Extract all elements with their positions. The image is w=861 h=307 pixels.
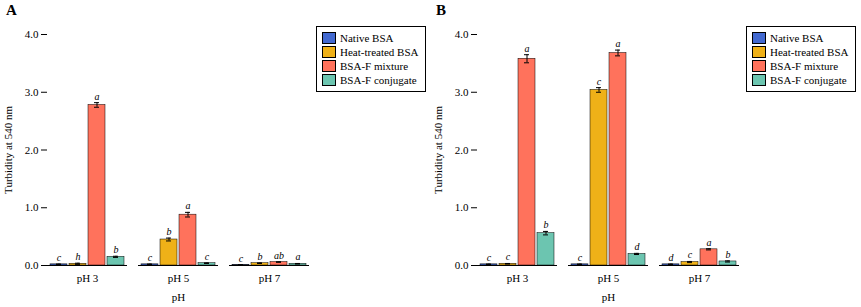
svg-text:d: d (669, 252, 675, 263)
svg-text:1.0: 1.0 (25, 201, 39, 213)
svg-text:2.0: 2.0 (25, 144, 39, 156)
svg-text:a: a (616, 38, 621, 49)
svg-text:ab: ab (274, 250, 284, 261)
html-text:Heat-treated BSA: Heat-treated BSA (770, 46, 849, 58)
svg-text:c: c (506, 251, 511, 262)
svg-text:3.0: 3.0 (455, 86, 469, 98)
html-text:B: B (436, 2, 446, 18)
html-text:BSA-F mixture: BSA-F mixture (340, 60, 409, 72)
svg-text:pH 7: pH 7 (689, 272, 711, 284)
svg-text:pH 3: pH 3 (507, 272, 529, 284)
svg-text:4.0: 4.0 (455, 28, 469, 40)
svg-text:Turbidity at 540 nm: Turbidity at 540 nm (2, 106, 14, 194)
svg-text:h: h (76, 251, 81, 262)
svg-text:pH 3: pH 3 (77, 272, 99, 284)
svg-text:b: b (544, 219, 549, 230)
html-text:Native BSA: Native BSA (770, 32, 824, 44)
svg-text:0.0: 0.0 (455, 259, 469, 271)
svg-text:pH 7: pH 7 (259, 272, 281, 284)
svg-text:c: c (578, 252, 583, 263)
svg-text:c: c (688, 249, 693, 260)
html-text:Native BSA: Native BSA (340, 32, 394, 44)
svg-text:1.0: 1.0 (455, 201, 469, 213)
svg-text:b: b (258, 251, 263, 262)
svg-text:pH 5: pH 5 (168, 272, 190, 284)
svg-text:pH: pH (602, 291, 616, 303)
html-text:BSA-F conjugate: BSA-F conjugate (340, 74, 417, 86)
svg-text:c: c (57, 252, 62, 263)
svg-text:a: a (707, 237, 712, 248)
html-text:Heat-treated BSA: Heat-treated BSA (340, 46, 419, 58)
svg-text:pH 5: pH 5 (598, 272, 620, 284)
svg-text:b: b (726, 249, 731, 260)
svg-text:2.0: 2.0 (455, 144, 469, 156)
svg-text:d: d (635, 241, 641, 252)
svg-text:c: c (205, 251, 210, 262)
html-text:BSA-F mixture: BSA-F mixture (770, 60, 839, 72)
svg-text:b: b (167, 226, 172, 237)
svg-text:Turbidity at 540 nm: Turbidity at 540 nm (432, 106, 444, 194)
svg-text:c: c (148, 252, 153, 263)
svg-text:a: a (186, 200, 191, 211)
html-text:A: A (6, 2, 17, 18)
svg-text:4.0: 4.0 (25, 28, 39, 40)
svg-text:b: b (114, 244, 119, 255)
svg-text:3.0: 3.0 (25, 86, 39, 98)
svg-text:0.0: 0.0 (25, 259, 39, 271)
svg-text:pH: pH (172, 291, 186, 303)
svg-text:a: a (296, 251, 301, 262)
svg-text:c: c (597, 76, 602, 87)
svg-text:a: a (525, 43, 530, 54)
html-text:BSA-F conjugate: BSA-F conjugate (770, 74, 847, 86)
svg-text:c: c (487, 252, 492, 263)
svg-text:a: a (95, 91, 100, 102)
svg-text:c: c (239, 253, 244, 264)
